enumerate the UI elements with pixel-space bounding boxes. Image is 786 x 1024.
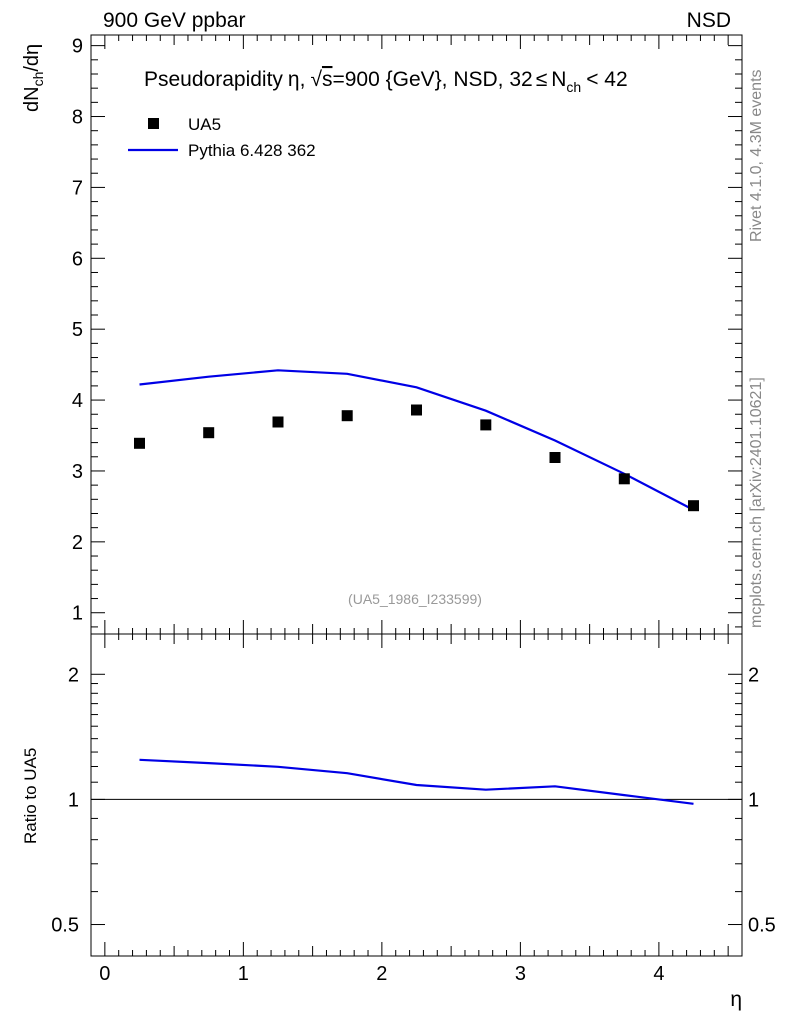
xtick-label: 0 (99, 963, 110, 985)
header-left: 900 GeV ppbar (103, 9, 245, 32)
ratio-ytick-label-right: 1 (748, 789, 759, 811)
main-ylabel: dNch/dη (21, 44, 46, 112)
ratio-frame (90, 633, 743, 957)
legend-pythia-label: Pythia 6.428 362 (188, 141, 316, 160)
header-right: NSD (687, 9, 731, 32)
ua5-point (272, 416, 284, 428)
analysis-watermark: (UA5_1986_I233599) (348, 591, 482, 607)
xtick-labels: 0 1 2 3 4 (99, 963, 664, 985)
ua5-point (688, 500, 699, 512)
ua5-points (134, 404, 699, 512)
xtick-label: 4 (653, 963, 664, 985)
main-ytick-label: 8 (72, 107, 83, 129)
xtick-label: 3 (515, 963, 526, 985)
ua5-point (618, 473, 630, 485)
main-ytick-label: 5 (72, 319, 83, 341)
main-ytick-label: 3 (72, 461, 83, 483)
ua5-point (480, 419, 492, 431)
legend-ua5-label: UA5 (188, 115, 221, 134)
ratio-ytick-label-right: 0.5 (748, 915, 776, 937)
main-ytick-label: 1 (72, 603, 83, 625)
ua5-point (341, 410, 353, 422)
ua5-point (549, 452, 561, 463)
ua5-point (411, 404, 422, 416)
ratio-ylabel: Ratio to UA5 (21, 748, 40, 844)
pythia-line (139, 369, 695, 511)
main-ticks (91, 35, 743, 956)
ratio-ytick-label-left: 0.5 (51, 915, 79, 937)
ratio-pythia-line (139, 758, 694, 805)
main-ytick-label: 4 (72, 390, 83, 412)
mcplots-label: mcplots.cern.ch [arXiv:2401.10621] (748, 377, 765, 628)
ratio-ytick-label-left: 2 (68, 664, 79, 686)
ua5-point (134, 437, 145, 449)
legend-ua5-marker (148, 118, 159, 129)
x-axis-label: η (730, 988, 742, 1011)
main-ytick-labels: 1 2 3 4 5 6 7 8 9 (72, 36, 83, 625)
plot-title: Pseudorapidity η, √s=900 {GeV}, NSD, 32 ≤ Nc… (144, 68, 628, 95)
main-ytick-label: 9 (72, 36, 83, 58)
main-ytick-label: 2 (72, 532, 83, 554)
main-ytick-label: 7 (72, 177, 83, 199)
ua5-point (203, 427, 215, 439)
ratio-ticks (91, 673, 742, 926)
ratio-ytick-label-right: 2 (748, 664, 759, 686)
ratio-ytick-labels: 0.5 0.5 1 1 2 2 (51, 664, 776, 936)
xtick-label: 2 (376, 963, 387, 985)
main-ytick-label: 6 (72, 248, 83, 270)
xtick-label: 1 (238, 963, 249, 985)
rivet-label: Rivet 4.1.0, 4.3M events (748, 69, 765, 242)
ratio-ytick-label-left: 1 (68, 789, 79, 811)
